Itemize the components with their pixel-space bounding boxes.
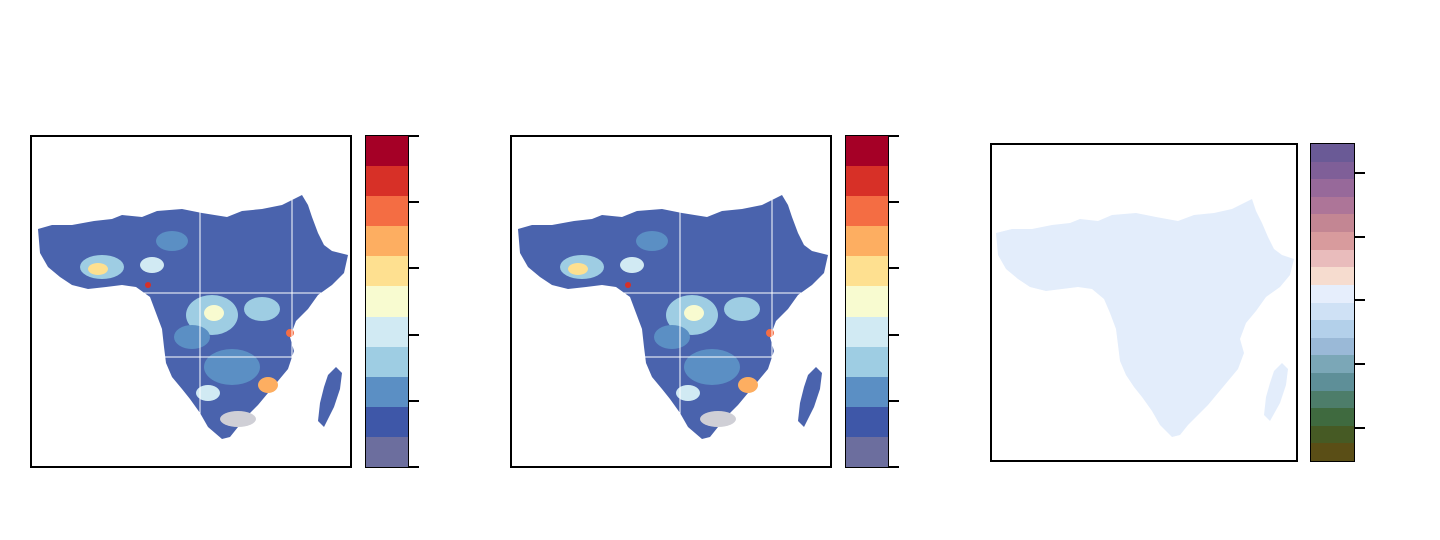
map-panel-1 [30, 0, 430, 540]
legend-swatch [366, 316, 408, 348]
legend-swatch [1311, 425, 1354, 444]
map-frame-2 [510, 135, 832, 468]
heat-blobs [560, 231, 774, 427]
africa-map-2 [512, 137, 830, 466]
map-panel-2 [510, 0, 910, 540]
legend-swatch [366, 406, 408, 438]
legend-swatch [846, 436, 888, 467]
map-frame-1 [30, 135, 352, 468]
legend-swatch [846, 346, 888, 378]
legend-tick [409, 201, 419, 204]
legend-swatch [846, 286, 888, 318]
map-panel-3 [990, 0, 1390, 540]
legend-swatch [846, 226, 888, 257]
legend-swatch [1311, 144, 1354, 163]
legend-ticks-3 [1355, 143, 1367, 462]
legend-tick [889, 135, 899, 137]
legend-swatch [1311, 232, 1354, 251]
legend-swatch [366, 376, 408, 408]
madagascar [1264, 363, 1288, 421]
africa-map-3 [996, 199, 1294, 437]
legend-swatch [1311, 249, 1354, 268]
legend-tick [889, 399, 899, 402]
legend-swatch [1311, 161, 1354, 180]
color-legend-3 [1310, 143, 1355, 462]
legend-swatch [1311, 196, 1354, 215]
legend-swatch [1311, 337, 1354, 356]
legend-swatch [366, 166, 408, 197]
legend-swatch [1311, 443, 1354, 461]
legend-ticks-2 [889, 135, 901, 468]
legend-swatch [366, 226, 408, 257]
madagascar [318, 367, 342, 427]
legend-tick [889, 267, 899, 270]
legend-swatch [846, 196, 888, 227]
legend-swatch [366, 196, 408, 227]
legend-swatch [1311, 320, 1354, 339]
legend-swatch [1311, 179, 1354, 198]
legend-swatch [366, 346, 408, 378]
legend-tick [889, 466, 899, 468]
legend-swatch [1311, 372, 1354, 392]
africa-landmass [996, 199, 1294, 437]
legend-swatch [366, 136, 408, 167]
map-frame-3 [990, 143, 1298, 462]
legend-tick [409, 267, 419, 270]
legend-swatch [846, 256, 888, 287]
legend-tick [1355, 426, 1365, 429]
legend-swatch [846, 166, 888, 197]
legend-swatch [1311, 267, 1354, 286]
color-legend-2 [845, 135, 889, 468]
legend-swatch [1311, 214, 1354, 233]
legend-tick [409, 333, 419, 336]
legend-swatch [846, 136, 888, 167]
legend-tick [409, 399, 419, 402]
legend-swatch [366, 436, 408, 467]
legend-tick [889, 201, 899, 204]
legend-swatch [1311, 390, 1354, 409]
legend-tick [1355, 299, 1365, 302]
legend-swatch [846, 316, 888, 348]
legend-tick [1355, 363, 1365, 366]
legend-swatch [1311, 355, 1354, 374]
legend-tick [409, 466, 419, 468]
legend-swatch [1311, 284, 1354, 303]
legend-swatch [1311, 302, 1354, 321]
heat-blobs [80, 231, 294, 427]
africa-map-1 [32, 137, 350, 466]
legend-tick [409, 135, 419, 137]
legend-swatch [366, 256, 408, 287]
madagascar [798, 367, 822, 427]
legend-tick [889, 333, 899, 336]
legend-swatch [846, 376, 888, 408]
legend-ticks-1 [409, 135, 421, 468]
legend-swatch [846, 406, 888, 438]
legend-tick [1355, 171, 1365, 174]
legend-tick [1355, 235, 1365, 238]
color-legend-1 [365, 135, 409, 468]
legend-swatch [1311, 408, 1354, 427]
legend-swatch [366, 286, 408, 318]
